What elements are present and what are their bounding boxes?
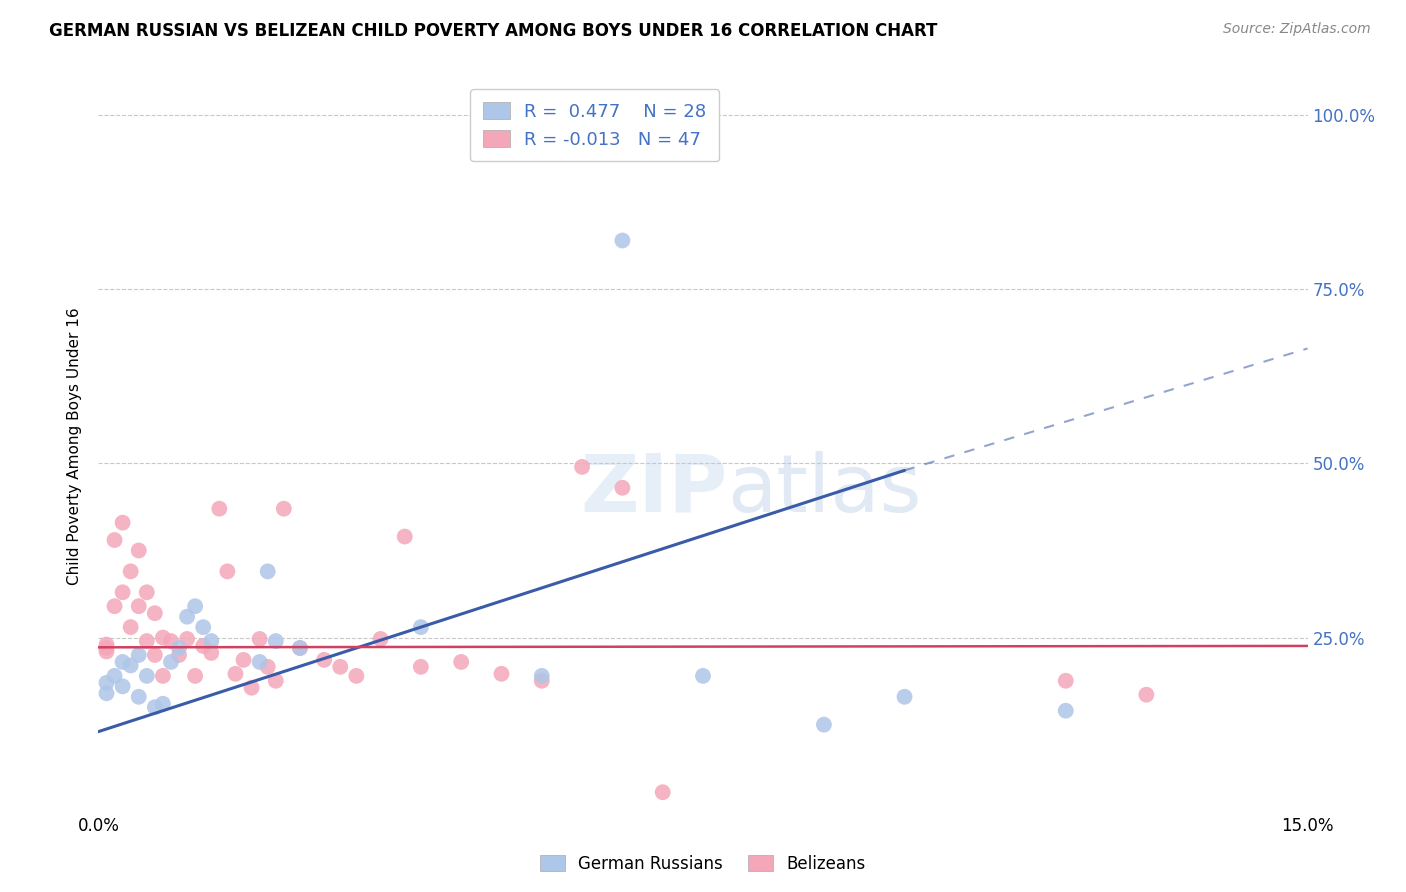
Point	[612, 234, 634, 248]
Point	[530, 669, 553, 683]
Point	[143, 606, 166, 620]
Point	[612, 481, 634, 495]
Point	[128, 599, 150, 614]
Point	[370, 632, 392, 646]
Y-axis label: Child Poverty Among Boys Under 16: Child Poverty Among Boys Under 16	[67, 307, 83, 585]
Point	[128, 690, 150, 704]
Point	[208, 501, 231, 516]
Point	[111, 585, 134, 599]
Point	[200, 634, 222, 648]
Point	[249, 632, 271, 646]
Point	[256, 660, 278, 674]
Point	[111, 516, 134, 530]
Point	[1054, 673, 1077, 688]
Point	[200, 646, 222, 660]
Point	[167, 648, 190, 662]
Point	[288, 640, 311, 655]
Legend: German Russians, Belizeans: German Russians, Belizeans	[533, 848, 873, 880]
Point	[176, 609, 198, 624]
Point	[409, 660, 432, 674]
Point	[176, 632, 198, 646]
Point	[571, 459, 593, 474]
Point	[232, 653, 254, 667]
Text: GERMAN RUSSIAN VS BELIZEAN CHILD POVERTY AMONG BOYS UNDER 16 CORRELATION CHART: GERMAN RUSSIAN VS BELIZEAN CHILD POVERTY…	[49, 22, 938, 40]
Point	[893, 690, 915, 704]
Point	[120, 658, 142, 673]
Point	[409, 620, 432, 634]
Point	[128, 648, 150, 662]
Point	[450, 655, 472, 669]
Point	[96, 638, 118, 652]
Point	[143, 700, 166, 714]
Point	[1135, 688, 1157, 702]
Point	[344, 669, 367, 683]
Point	[111, 655, 134, 669]
Point	[120, 620, 142, 634]
Point	[152, 697, 174, 711]
Point	[96, 640, 118, 655]
Point	[394, 530, 416, 544]
Point	[143, 648, 166, 662]
Point	[135, 585, 157, 599]
Point	[256, 565, 278, 579]
Legend: R =  0.477    N = 28, R = -0.013   N = 47: R = 0.477 N = 28, R = -0.013 N = 47	[470, 89, 718, 161]
Point	[240, 681, 263, 695]
Point	[167, 640, 190, 655]
Point	[224, 666, 246, 681]
Point	[152, 669, 174, 683]
Point	[264, 673, 287, 688]
Point	[152, 631, 174, 645]
Point	[96, 676, 118, 690]
Point	[96, 644, 118, 658]
Point	[651, 785, 673, 799]
Point	[692, 669, 714, 683]
Point	[111, 679, 134, 693]
Point	[120, 565, 142, 579]
Point	[288, 640, 311, 655]
Point	[217, 565, 239, 579]
Text: ZIP: ZIP	[579, 450, 727, 529]
Point	[1054, 704, 1077, 718]
Text: atlas: atlas	[727, 450, 921, 529]
Point	[249, 655, 271, 669]
Point	[96, 686, 118, 700]
Point	[273, 501, 295, 516]
Text: Source: ZipAtlas.com: Source: ZipAtlas.com	[1223, 22, 1371, 37]
Point	[184, 669, 207, 683]
Point	[813, 717, 835, 731]
Point	[128, 543, 150, 558]
Point	[135, 669, 157, 683]
Point	[184, 599, 207, 614]
Point	[160, 655, 183, 669]
Point	[103, 533, 125, 547]
Point	[193, 620, 215, 634]
Point	[314, 653, 336, 667]
Point	[491, 666, 513, 681]
Point	[193, 639, 215, 653]
Point	[530, 673, 553, 688]
Point	[103, 669, 125, 683]
Point	[329, 660, 352, 674]
Point	[264, 634, 287, 648]
Point	[103, 599, 125, 614]
Point	[160, 634, 183, 648]
Point	[135, 634, 157, 648]
